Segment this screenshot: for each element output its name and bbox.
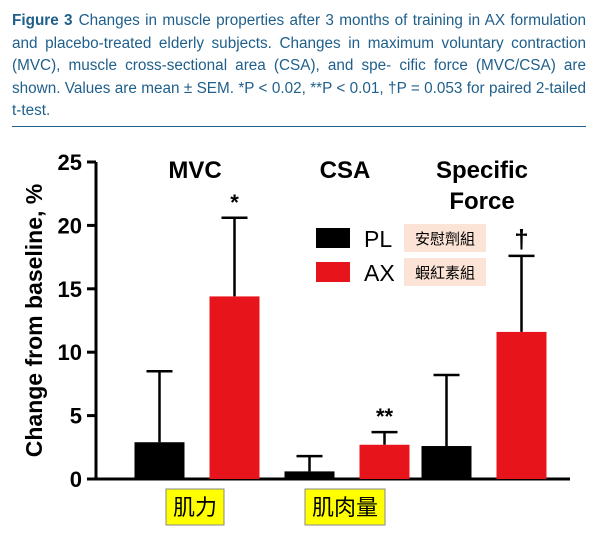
caption-divider [12,126,586,127]
caption-line-4: cific force (MVC/CSA) are shown. Values … [12,57,587,97]
y-tick-label: 15 [58,277,82,302]
y-tick-label: 5 [70,404,82,429]
legend-swatch-ax [316,262,350,282]
bar-pl [284,471,335,479]
group-label: MVC [168,157,221,184]
group-label: CSA [320,157,371,184]
annotation-label: 肌力 [173,495,217,520]
legend-note: 蝦紅素組 [415,265,475,282]
figure-label: Figure 3 [12,12,73,29]
bar-ax [359,444,410,479]
group-label: Specific [436,157,528,184]
bar-pl [134,442,185,479]
legend-note: 安慰劑組 [415,230,475,248]
annotation-box [304,488,386,526]
group-label: Force [449,188,514,215]
y-tick-label: 10 [58,340,82,365]
legend-swatch-pl [316,228,350,248]
y-tick-label: 25 [58,150,82,175]
figure-caption: Figure 3 Changes in muscle properties aft… [12,10,586,123]
caption-line-5: **P < 0.01, †P = 0.053 for paired 2-tail… [12,79,586,120]
legend-label: PL [364,226,392,252]
legend-note-box [404,258,486,286]
annotation-box [165,488,225,526]
y-axis-label: Change from baseline, % [21,184,47,458]
legend-label: AX [364,260,395,286]
bar-ax [209,296,260,479]
significance-marker: † [514,224,528,254]
caption-line-2: formulation and placebo-treated elderly … [12,12,587,52]
legend-note-box [404,224,486,252]
y-tick-label: 0 [70,467,82,492]
caption-line-3: voluntary contraction (MVC), muscle cros… [12,34,586,75]
significance-marker: ** [376,404,394,429]
caption-line-1: Changes in muscle properties after 3 mon… [78,12,506,29]
y-tick-label: 20 [58,213,82,238]
significance-marker: * [230,190,239,215]
bar-pl [421,446,472,479]
bar-ax [496,331,547,479]
bar-chart: 0 5 10 15 20 25 Change from baseline, % MVC * 肌力 C… [21,150,570,526]
annotation-label: 肌肉量 [312,495,378,520]
